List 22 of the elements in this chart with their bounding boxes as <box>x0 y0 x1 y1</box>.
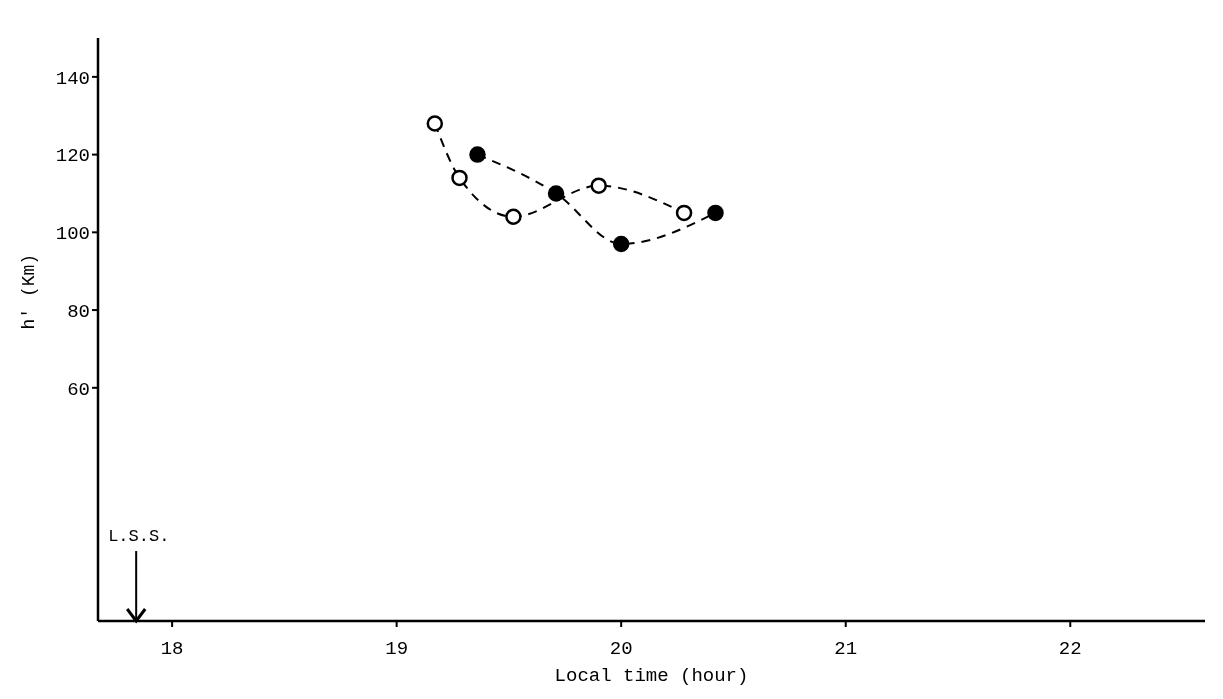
point <box>547 185 565 202</box>
y-axis-title: h' (Km) <box>19 253 40 330</box>
point <box>612 235 630 253</box>
point <box>675 204 693 222</box>
y-tick-label: 120 <box>55 145 90 168</box>
x-tick-label: 20 <box>609 638 633 661</box>
x-axis-title: Local time (hour) <box>554 665 749 687</box>
x-tick-label: 21 <box>834 638 858 661</box>
y-tick-label: 140 <box>55 67 90 90</box>
x-tick-label: 22 <box>1058 638 1082 661</box>
y-tick-label: 60 <box>67 378 90 401</box>
point <box>469 146 486 163</box>
x-tick-label: 19 <box>385 638 409 661</box>
point <box>590 177 607 194</box>
point <box>505 208 522 226</box>
x-tick-label: 18 <box>160 638 184 661</box>
point <box>451 169 468 187</box>
point <box>707 204 724 222</box>
y-tick-label: 100 <box>55 223 90 246</box>
point <box>426 115 444 132</box>
y-tick-label: 80 <box>67 300 90 323</box>
ref-line-label: L.S.S. <box>108 527 170 547</box>
